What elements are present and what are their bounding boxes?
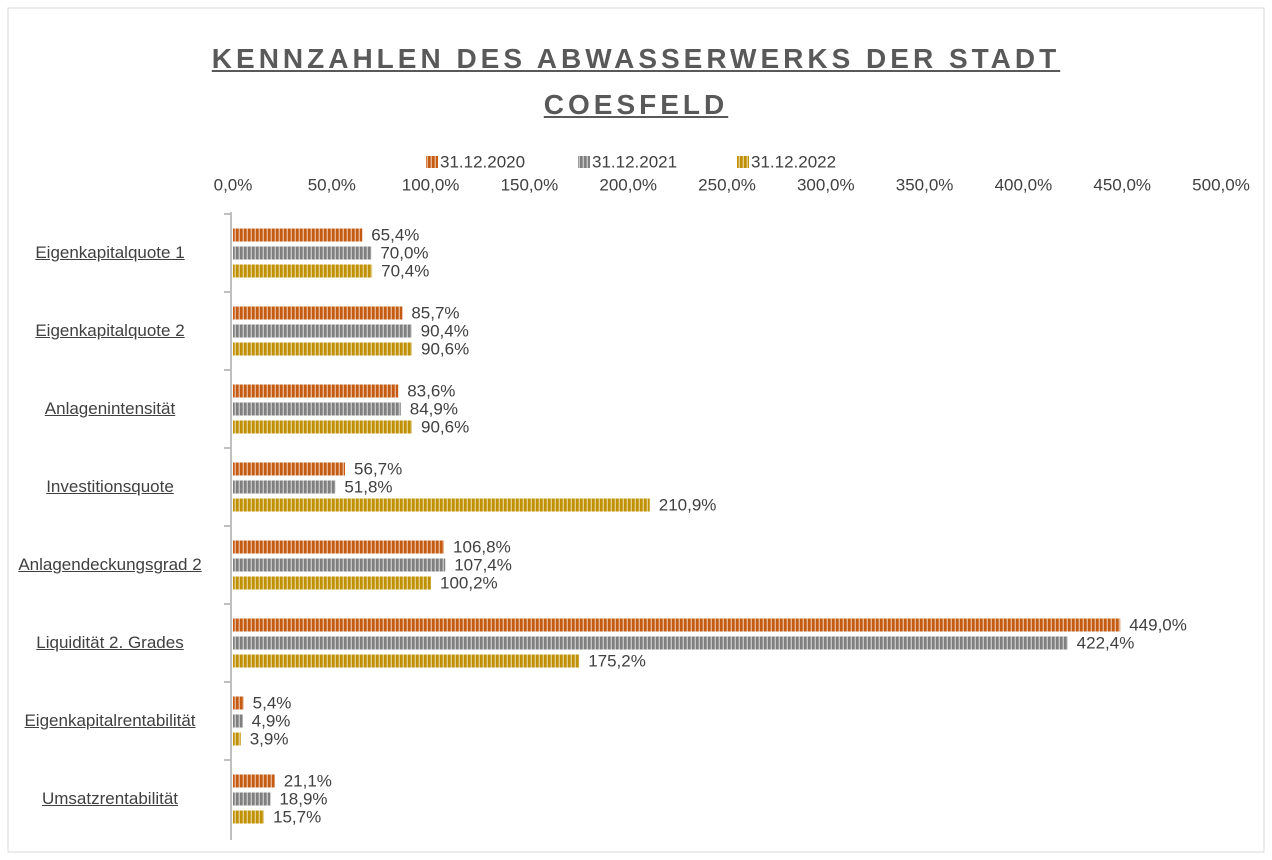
x-tick-label: 200,0% bbox=[599, 175, 657, 194]
value-label: 51,8% bbox=[344, 477, 392, 496]
legend-swatch bbox=[426, 156, 438, 168]
x-tick-label: 50,0% bbox=[308, 175, 356, 194]
value-label: 449,0% bbox=[1129, 615, 1187, 634]
value-label: 100,2% bbox=[440, 573, 498, 592]
bar bbox=[233, 384, 399, 398]
bar bbox=[233, 402, 401, 416]
value-label: 18,9% bbox=[279, 789, 327, 808]
x-tick-label: 500,0% bbox=[1192, 175, 1250, 194]
value-label: 65,4% bbox=[371, 225, 419, 244]
value-label: 5,4% bbox=[253, 693, 292, 712]
bar bbox=[233, 696, 244, 710]
value-label: 85,7% bbox=[411, 303, 459, 322]
bar bbox=[233, 342, 413, 356]
legend-swatch bbox=[578, 156, 590, 168]
legend-label: 31.12.2020 bbox=[440, 152, 525, 171]
bar bbox=[233, 324, 412, 338]
value-label: 84,9% bbox=[410, 399, 458, 418]
bar bbox=[233, 540, 445, 554]
legend-label: 31.12.2022 bbox=[751, 152, 836, 171]
bar bbox=[233, 774, 275, 788]
bar bbox=[233, 732, 241, 746]
value-label: 21,1% bbox=[284, 771, 332, 790]
category-label: Umsatzrentabilität bbox=[41, 789, 179, 808]
bar bbox=[233, 618, 1121, 632]
value-label: 210,9% bbox=[659, 495, 717, 514]
value-label: 56,7% bbox=[354, 459, 402, 478]
x-tick-label: 350,0% bbox=[896, 175, 954, 194]
bar bbox=[233, 462, 346, 476]
value-label: 70,4% bbox=[381, 261, 429, 280]
value-label: 90,6% bbox=[421, 339, 469, 358]
bar bbox=[233, 792, 271, 806]
x-tick-label: 450,0% bbox=[1093, 175, 1151, 194]
chart-title: KENNZAHLEN DES ABWASSERWERKS DER STADT C… bbox=[211, 43, 1061, 120]
bar bbox=[233, 264, 373, 278]
bar bbox=[233, 306, 403, 320]
value-label: 90,6% bbox=[421, 417, 469, 436]
value-label: 70,0% bbox=[380, 243, 428, 262]
category-label: Liquidität 2. Grades bbox=[36, 633, 184, 652]
value-label: 90,4% bbox=[421, 321, 469, 340]
value-label: 83,6% bbox=[407, 381, 455, 400]
bar bbox=[233, 654, 580, 668]
category-label: Anlagenintensität bbox=[44, 399, 176, 418]
bar bbox=[233, 246, 372, 260]
category-label: Eigenkapitalrentabilität bbox=[24, 711, 196, 730]
bar bbox=[233, 480, 336, 494]
value-label: 106,8% bbox=[453, 537, 511, 556]
chart-border bbox=[7, 7, 1265, 853]
value-label: 4,9% bbox=[252, 711, 291, 730]
x-tick-label: 400,0% bbox=[995, 175, 1053, 194]
bar bbox=[233, 576, 431, 590]
legend-swatch bbox=[737, 156, 749, 168]
legend-label: 31.12.2021 bbox=[592, 152, 677, 171]
bar bbox=[233, 228, 363, 242]
bar bbox=[233, 714, 243, 728]
x-tick-label: 100,0% bbox=[402, 175, 460, 194]
category-label: Investitionsquote bbox=[46, 477, 174, 496]
x-tick-label: 0,0% bbox=[214, 175, 253, 194]
x-tick-label: 150,0% bbox=[501, 175, 559, 194]
x-tick-label: 250,0% bbox=[698, 175, 756, 194]
value-label: 422,4% bbox=[1077, 633, 1135, 652]
bar bbox=[233, 498, 650, 512]
value-label: 3,9% bbox=[250, 729, 289, 748]
category-label: Anlagendeckungsgrad 2 bbox=[18, 555, 202, 574]
category-label: Eigenkapitalquote 2 bbox=[35, 321, 185, 340]
bar bbox=[233, 420, 413, 434]
value-label: 175,2% bbox=[588, 651, 646, 670]
value-label: 107,4% bbox=[454, 555, 512, 574]
x-tick-label: 300,0% bbox=[797, 175, 855, 194]
category-label: Eigenkapitalquote 1 bbox=[35, 243, 185, 262]
bar bbox=[233, 810, 265, 824]
bar bbox=[233, 636, 1068, 650]
value-label: 15,7% bbox=[273, 807, 321, 826]
bar bbox=[233, 558, 446, 572]
